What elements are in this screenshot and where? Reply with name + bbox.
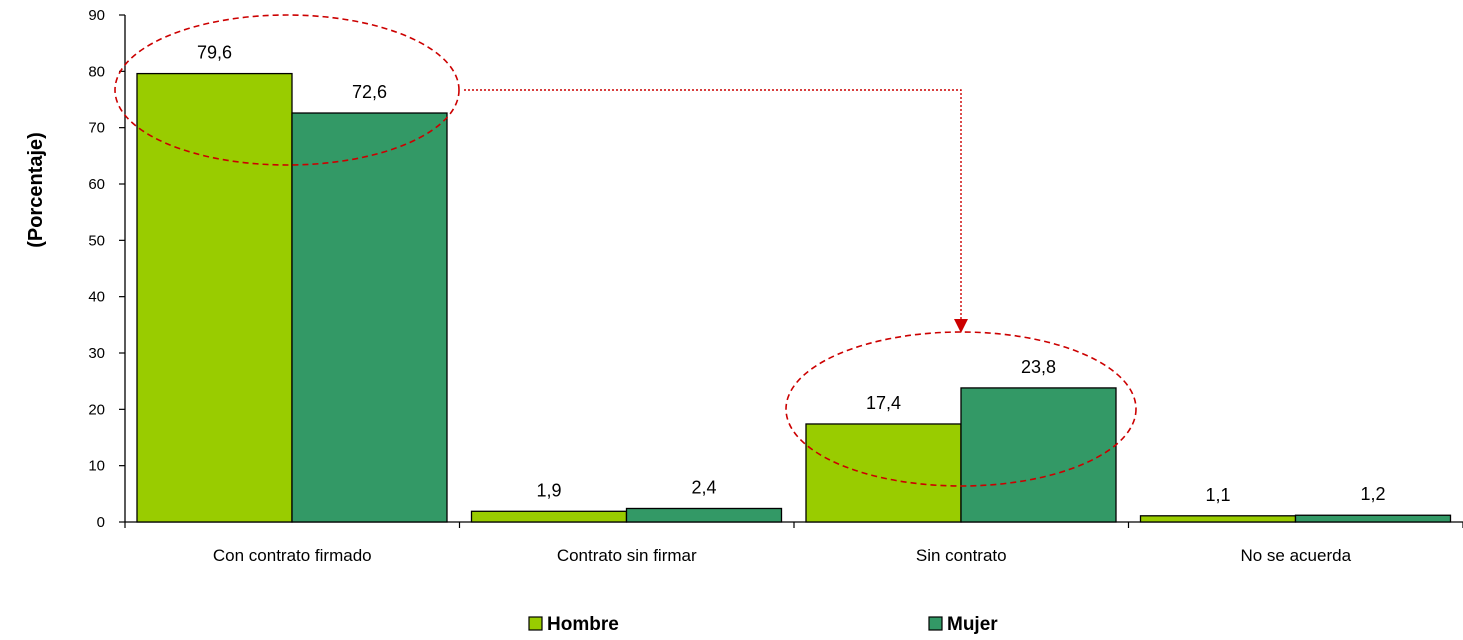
bar-hombre-2 xyxy=(470,510,628,523)
data-label: 2,4 xyxy=(691,477,716,497)
y-tick-label: 20 xyxy=(88,401,105,418)
bar-mujer-3 xyxy=(960,387,1117,523)
bar-mujer-4 xyxy=(1294,514,1452,523)
legend-swatch-hombre xyxy=(528,616,543,631)
data-labels: 79,6 72,6 1,9 2,4 17,4 23,8 1,1 1,2 xyxy=(197,43,1386,505)
category-label: No se acuerda xyxy=(1240,546,1351,565)
data-label: 79,6 xyxy=(197,43,232,63)
data-label: 17,4 xyxy=(866,393,901,413)
y-tick-label: 80 xyxy=(88,63,105,80)
category-label: Con contrato firmado xyxy=(213,546,372,565)
y-tick-label: 70 xyxy=(88,120,105,137)
y-tick-label: 40 xyxy=(88,289,105,306)
bars xyxy=(136,72,1452,523)
data-label: 1,1 xyxy=(1205,485,1230,505)
y-axis: 0 10 20 30 40 50 60 70 80 90 xyxy=(88,7,126,531)
legend-label-hombre: Hombre xyxy=(547,614,619,635)
x-axis xyxy=(124,521,1463,528)
legend-label-mujer: Mujer xyxy=(947,614,998,635)
annotation-arrow-head xyxy=(954,319,968,333)
highlight-ellipse-2 xyxy=(785,331,1137,487)
y-tick-label: 30 xyxy=(88,345,105,362)
category-label: Contrato sin firmar xyxy=(557,546,697,565)
data-label: 23,8 xyxy=(1021,357,1056,377)
highlight-ellipse-1 xyxy=(114,14,460,166)
data-label: 1,2 xyxy=(1360,484,1385,504)
bar-hombre-3 xyxy=(805,423,962,523)
bar-mujer-2 xyxy=(625,507,783,523)
y-tick-label: 0 xyxy=(97,514,105,531)
y-tick-label: 90 xyxy=(88,7,105,24)
data-label: 1,9 xyxy=(536,480,561,500)
annotations xyxy=(114,14,1137,487)
bar-hombre-1 xyxy=(136,72,293,523)
bar-mujer-1 xyxy=(291,112,448,523)
y-tick-label: 50 xyxy=(88,232,105,249)
y-tick-label: 60 xyxy=(88,176,105,193)
legend-swatch-mujer xyxy=(928,616,943,631)
category-labels: Con contrato firmado Contrato sin firmar S… xyxy=(213,546,1352,565)
y-axis-title: (Porcentaje) xyxy=(25,132,47,248)
legend: Hombre Mujer xyxy=(528,614,998,635)
y-tick-label: 10 xyxy=(88,458,105,475)
annotation-arrow-line xyxy=(464,89,962,320)
category-label: Sin contrato xyxy=(916,546,1007,565)
data-label: 72,6 xyxy=(352,82,387,102)
bar-hombre-4 xyxy=(1139,515,1297,523)
